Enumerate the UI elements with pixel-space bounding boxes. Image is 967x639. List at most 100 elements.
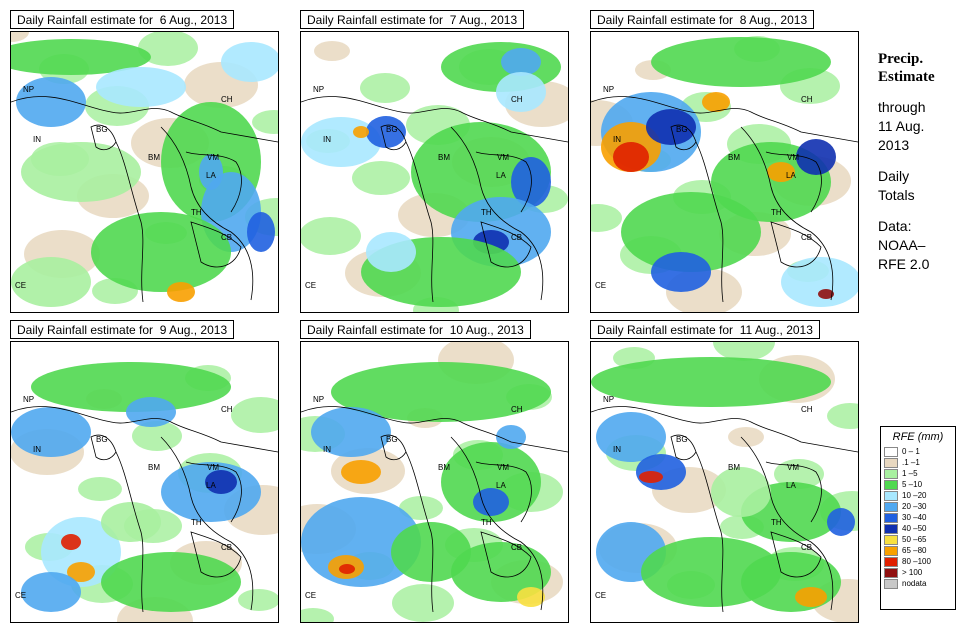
rainfall-map: NP CH IN BG BM VM LA TH CB CE	[10, 31, 279, 313]
sidebar-date-line2: 2013	[878, 137, 910, 153]
sidebar-data-source2: RFE 2.0	[878, 256, 930, 272]
country-label-in: IN	[323, 445, 331, 454]
legend-item: 20 –30	[884, 501, 952, 512]
country-label-bm: BM	[728, 463, 740, 472]
legend-label: > 100	[902, 568, 923, 577]
map-canvas: NP CH IN BG BM VM LA TH CB CE	[591, 32, 858, 312]
country-border	[770, 221, 822, 268]
rain-area	[21, 142, 141, 202]
rain-area	[101, 502, 161, 542]
country-border	[185, 151, 242, 213]
rain-area	[41, 517, 121, 587]
rain-area	[31, 362, 231, 412]
legend-item: 30 –40	[884, 512, 952, 523]
rain-area	[91, 212, 231, 292]
legend-swatch	[884, 468, 898, 479]
map-canvas: NP CH IN BG BM VM LA TH CB CE	[301, 342, 568, 622]
legend-label: 1 –5	[902, 469, 918, 478]
country-label-la: LA	[786, 481, 796, 490]
country-label-bm: BM	[438, 463, 450, 472]
rain-area	[796, 139, 836, 175]
country-border	[765, 461, 822, 523]
sidebar-title-line2: Estimate	[878, 69, 935, 85]
panel-title: Daily Rainfall estimate for 9 Aug., 2013	[10, 320, 235, 339]
rain-area	[366, 232, 416, 272]
country-border	[765, 151, 822, 213]
country-label-cb: CB	[801, 233, 812, 242]
rain-area	[795, 587, 827, 607]
rain-patch	[713, 342, 775, 361]
panel-title: Daily Rainfall estimate for 6 Aug., 2013	[10, 10, 235, 29]
country-border	[740, 436, 834, 611]
map-canvas: NP CH IN BG BM VM LA TH CB CE	[591, 342, 858, 622]
country-label-bm: BM	[728, 153, 740, 162]
legend-label: 40 –50	[902, 524, 927, 533]
rain-area	[741, 552, 841, 612]
country-border	[475, 461, 532, 523]
rain-area	[331, 362, 551, 422]
legend-item: .1 –1	[884, 457, 952, 468]
map-panel-11-aug: Daily Rainfall estimate for 11 Aug., 201…	[590, 320, 859, 623]
rain-area	[651, 252, 711, 292]
rain-area	[517, 587, 545, 607]
rain-area	[11, 407, 91, 457]
rain-area	[591, 357, 831, 407]
country-label-ch: CH	[221, 95, 233, 104]
country-border	[695, 451, 724, 613]
country-label-bg: BG	[386, 435, 398, 444]
country-label-ce: CE	[305, 281, 316, 290]
country-border	[695, 141, 724, 303]
country-label-cb: CB	[511, 543, 522, 552]
country-label-cb: CB	[221, 233, 232, 242]
country-border	[480, 221, 532, 268]
rain-area	[205, 470, 237, 494]
country-border	[591, 96, 858, 143]
country-label-ce: CE	[305, 591, 316, 600]
rain-patch	[132, 421, 182, 451]
rain-patch	[138, 32, 198, 66]
rain-area	[339, 564, 355, 574]
country-label-bm: BM	[438, 153, 450, 162]
legend-item: > 100	[884, 567, 952, 578]
legend-swatch	[884, 457, 898, 468]
rain-area	[451, 542, 551, 602]
rain-patch	[774, 459, 824, 489]
country-border	[301, 406, 568, 453]
rain-area	[391, 522, 471, 582]
country-label-ch: CH	[221, 405, 233, 414]
country-label-cb: CB	[511, 233, 522, 242]
country-border	[301, 96, 568, 143]
rain-area	[781, 257, 858, 307]
legend-label: 30 –40	[902, 513, 927, 522]
rain-area	[311, 407, 391, 457]
country-label-in: IN	[613, 445, 621, 454]
legend-swatch	[884, 501, 898, 512]
rain-patch	[301, 608, 334, 622]
country-label-cb: CB	[221, 543, 232, 552]
rainfall-map: NP CH IN BG BM VM LA TH CB CE	[590, 341, 859, 623]
rain-area	[511, 157, 551, 207]
country-border	[115, 141, 144, 303]
panel-title: Daily Rainfall estimate for 7 Aug., 2013	[300, 10, 525, 29]
legend-item: 5 –10	[884, 479, 952, 490]
country-label-vm: VM	[787, 153, 799, 162]
country-label-vm: VM	[497, 153, 509, 162]
country-border	[160, 436, 254, 611]
rain-area	[247, 212, 275, 252]
sidebar-totals: Totals	[878, 187, 915, 203]
rainfall-map: NP CH IN BG BM VM LA TH CB CE	[300, 31, 569, 313]
rain-patch	[399, 496, 443, 520]
country-label-la: LA	[206, 481, 216, 490]
country-label-bm: BM	[148, 463, 160, 472]
country-label-la: LA	[206, 171, 216, 180]
map-canvas: NP CH IN BG BM VM LA TH CB CE	[301, 32, 568, 312]
country-border	[740, 126, 834, 301]
country-border	[11, 406, 278, 453]
legend-swatch	[884, 479, 898, 490]
map-panel-7-aug: Daily Rainfall estimate for 7 Aug., 2013…	[300, 10, 569, 313]
country-label-th: TH	[191, 208, 202, 217]
country-label-in: IN	[323, 135, 331, 144]
legend-swatch	[884, 490, 898, 501]
legend-label: 80 –100	[902, 557, 931, 566]
country-border	[190, 531, 242, 578]
